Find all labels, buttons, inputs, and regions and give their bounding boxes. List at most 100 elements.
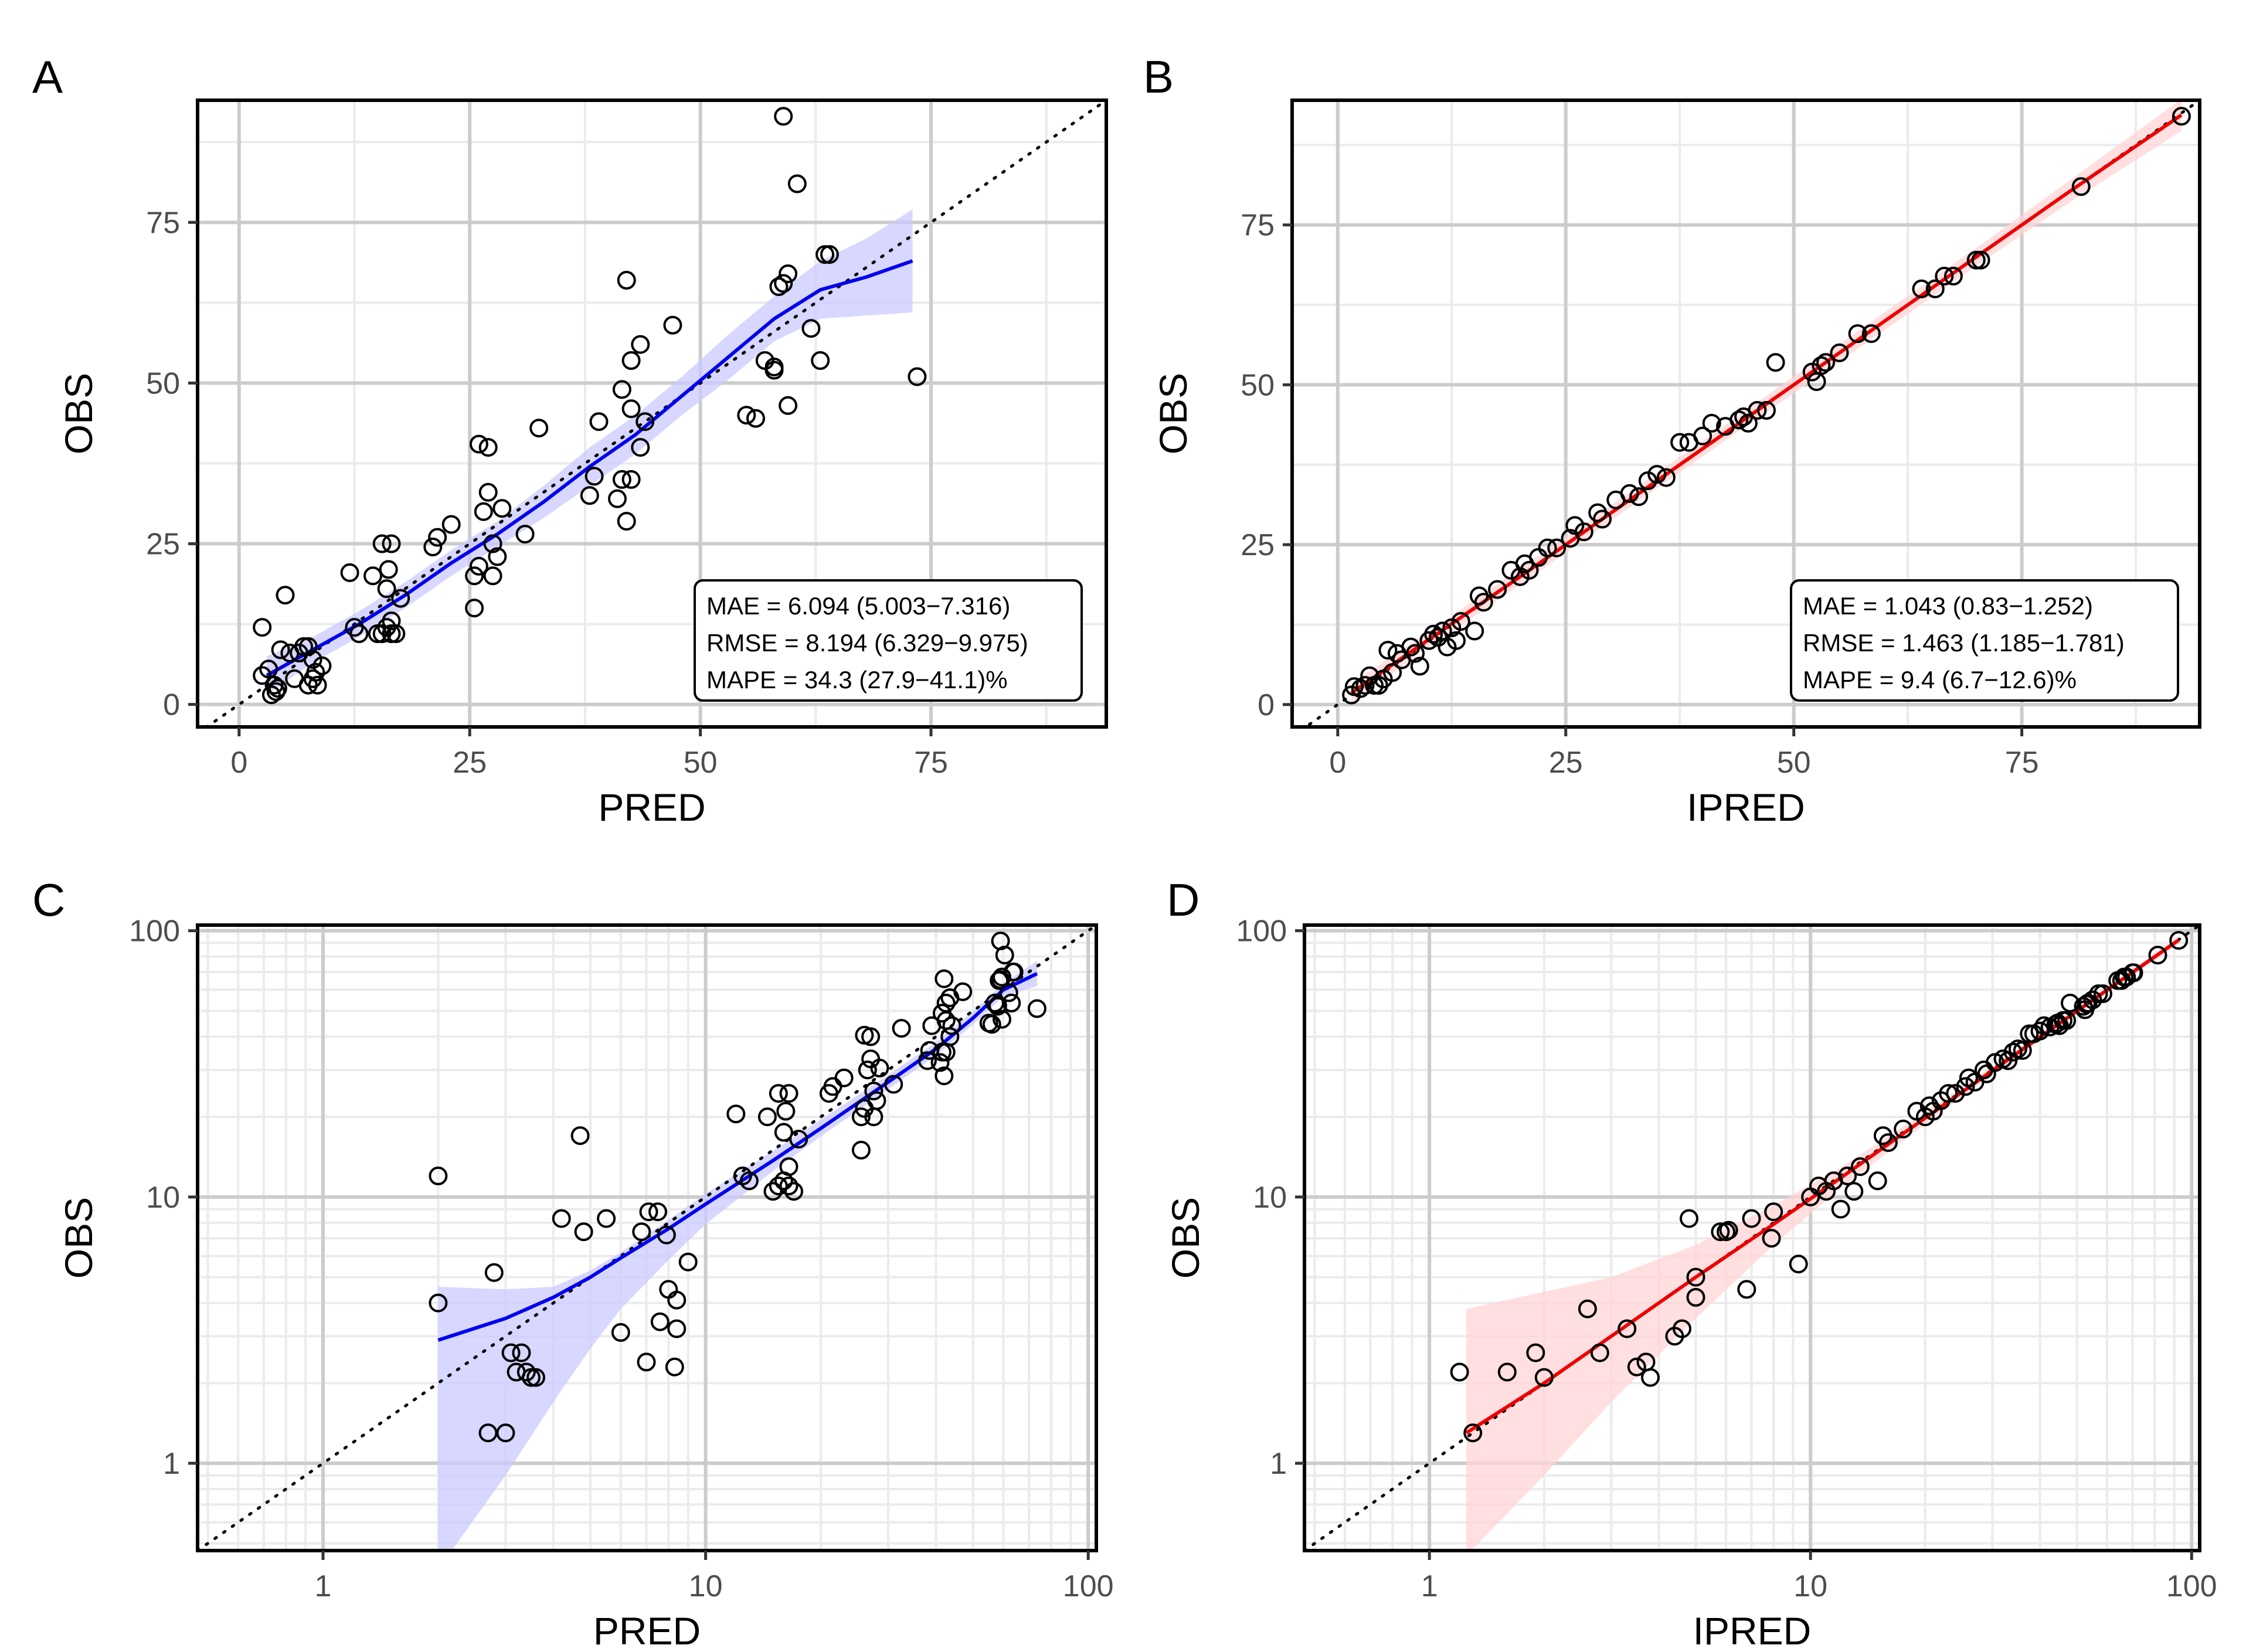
y-tick-label: 25 xyxy=(146,528,180,562)
data-point xyxy=(474,502,493,521)
data-point xyxy=(597,1209,616,1228)
data-point xyxy=(483,534,502,553)
data-point xyxy=(1670,433,1690,452)
data-point xyxy=(271,640,290,660)
y-tick-label: 100 xyxy=(129,915,180,949)
data-point xyxy=(1702,413,1721,433)
x-axis-title: IPRED xyxy=(1693,1609,1812,1652)
data-point xyxy=(942,1016,961,1035)
data-point xyxy=(1027,999,1046,1018)
data-point xyxy=(636,412,655,431)
data-point xyxy=(308,675,327,695)
smooth-line xyxy=(266,259,913,677)
data-point xyxy=(774,274,793,293)
data-point xyxy=(382,611,401,631)
plot-contents xyxy=(198,925,1096,1551)
data-point xyxy=(276,586,295,605)
data-point xyxy=(663,315,682,335)
data-point xyxy=(667,1319,687,1338)
y-axis-title: OBS xyxy=(57,1197,100,1279)
data-point xyxy=(1766,353,1785,372)
data-point xyxy=(1004,963,1024,981)
data-point xyxy=(1789,1255,1808,1274)
data-point xyxy=(1538,538,1557,558)
data-point xyxy=(589,412,609,431)
y-tick-label: 50 xyxy=(146,366,180,400)
data-point xyxy=(648,1202,667,1222)
data-point xyxy=(820,245,839,264)
data-point xyxy=(1831,1199,1850,1219)
data-point xyxy=(484,1263,504,1282)
data-point xyxy=(1737,1280,1756,1299)
data-point xyxy=(585,467,604,486)
data-point xyxy=(789,1130,808,1149)
data-point xyxy=(2071,177,2091,196)
y-tick-label: 10 xyxy=(146,1181,180,1215)
data-point xyxy=(2093,984,2112,1004)
data-point xyxy=(478,482,498,502)
data-point xyxy=(784,1182,803,1201)
y-tick-label: 0 xyxy=(1258,688,1275,722)
x-axis-title: IPRED xyxy=(1687,786,1805,829)
x-tick-label: 25 xyxy=(453,746,487,780)
confidence-band xyxy=(438,961,1037,1551)
data-point xyxy=(349,624,369,643)
data-point xyxy=(377,579,396,599)
data-point xyxy=(2078,994,2098,1012)
data-point xyxy=(665,1357,684,1376)
data-point xyxy=(851,1107,871,1127)
data-point xyxy=(552,1209,571,1228)
data-point xyxy=(382,534,401,553)
panel-border xyxy=(1303,923,2201,1552)
data-point xyxy=(737,406,756,425)
data-point xyxy=(1474,593,1493,612)
panel-letter: C xyxy=(32,874,65,926)
data-point xyxy=(428,528,447,547)
data-point xyxy=(631,438,650,457)
data-point xyxy=(774,1123,793,1142)
x-tick-label: 10 xyxy=(1793,1569,1827,1603)
data-point xyxy=(1742,1209,1761,1228)
data-point xyxy=(1686,1267,1705,1287)
data-point xyxy=(298,637,318,656)
data-point xyxy=(612,380,631,399)
stats-line: RMSE = 8.194 (6.329−9.975) xyxy=(706,629,1028,657)
x-tick-label: 75 xyxy=(2005,746,2039,780)
smooth-line xyxy=(1350,113,2183,695)
data-point xyxy=(441,515,461,534)
chart-root: 0 25 50 75 0 25 50 75 PRED OBS A MAE = 6.094 (5.003… xyxy=(32,51,2217,1652)
grid-minor xyxy=(1304,925,2200,1551)
data-point xyxy=(363,566,382,586)
y-axis-title: OBS xyxy=(1151,373,1195,454)
data-point xyxy=(1629,487,1649,507)
data-point xyxy=(1620,484,1639,503)
data-point xyxy=(1757,401,1776,420)
data-point xyxy=(769,1084,788,1103)
data-point xyxy=(391,589,410,608)
plot-contents xyxy=(204,100,1106,727)
data-point xyxy=(908,367,927,386)
data-point xyxy=(429,1293,448,1313)
y-axis-title: OBS xyxy=(1164,1197,1207,1279)
data-point xyxy=(2172,107,2191,126)
data-point xyxy=(667,1290,687,1310)
data-point xyxy=(1848,324,1867,344)
data-point xyxy=(1463,1423,1483,1443)
x-tick-label: 0 xyxy=(1329,746,1346,780)
data-point xyxy=(1450,1362,1469,1382)
data-point xyxy=(621,351,641,370)
data-point xyxy=(1812,356,1831,375)
data-point xyxy=(386,624,406,643)
stats-box: MAE = 1.043 (0.83−1.252) RMSE = 1.463 (1.… xyxy=(1790,579,2179,702)
data-point xyxy=(368,624,387,643)
data-points xyxy=(253,107,927,705)
data-point xyxy=(779,1177,798,1195)
data-point xyxy=(496,1423,515,1443)
data-point xyxy=(1939,1084,1958,1103)
data-point xyxy=(1868,1171,1887,1191)
x-tick-label: 100 xyxy=(2166,1569,2217,1603)
data-point xyxy=(1526,1343,1545,1362)
y-tick-label: 1 xyxy=(163,1447,180,1481)
data-point xyxy=(940,1027,960,1046)
data-point xyxy=(574,1222,593,1242)
